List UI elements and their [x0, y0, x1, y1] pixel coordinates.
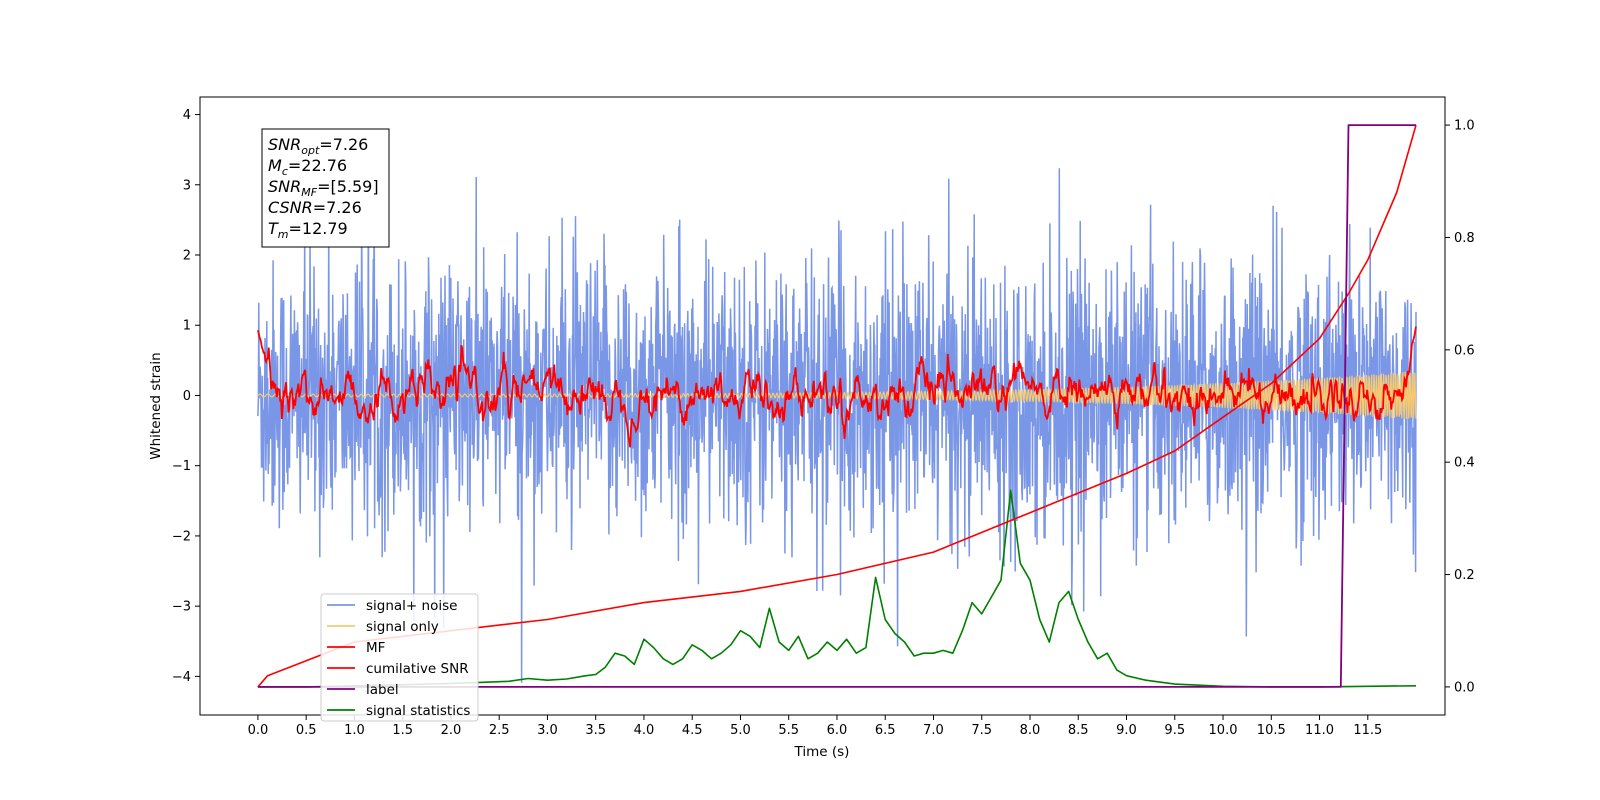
x-tick-label: 9.0: [1116, 723, 1137, 738]
y-axis-label: Whitened strain: [148, 352, 164, 459]
x-tick-label: 1.0: [344, 723, 365, 738]
info-box: SNRopt=7.26Mc=22.76SNRMF=[5.59]CSNR=7.26…: [261, 128, 390, 248]
x-tick-label: 10.0: [1209, 723, 1238, 738]
y-tick-label: 3: [183, 178, 191, 193]
x-tick-label: 0.5: [296, 723, 317, 738]
x-tick-label: 5.0: [730, 723, 751, 738]
x-tick-label: 6.5: [875, 723, 896, 738]
x-tick-label: 6.0: [827, 723, 848, 738]
info-line: SNRopt=7.26: [268, 135, 368, 157]
info-box-frame: [261, 128, 390, 248]
y-tick-label: 2: [183, 249, 191, 264]
x-tick-label: 7.0: [923, 723, 944, 738]
y-tick-label: 4: [183, 108, 191, 123]
legend-entry: signal statistics: [366, 703, 470, 719]
x-axis: 0.0 0.5 1.0 1.5 2.0 2.5 3.0 3.5 4.0 4.5 5.0 5.5 6.0 6…: [248, 715, 1382, 738]
axes-frame: [199, 96, 1446, 716]
x-tick-label: 4.5: [682, 723, 703, 738]
x-tick-label: 1.5: [392, 723, 413, 738]
y2-tick-label: 0.8: [1454, 231, 1475, 246]
y-axis-right: 0.0 0.2 0.4 0.6 0.8 1.0: [1445, 119, 1475, 695]
y2-tick-label: 0.4: [1454, 456, 1475, 471]
y2-tick-label: 0.6: [1454, 343, 1475, 358]
series-signal-noise: [257, 141, 1417, 683]
x-tick-label: 11.0: [1305, 723, 1334, 738]
legend-entry: label: [366, 682, 399, 698]
y2-tick-label: 1.0: [1454, 119, 1475, 134]
x-tick-label: 9.5: [1164, 723, 1185, 738]
series-label: [257, 124, 1416, 688]
info-line: CSNR=7.26: [268, 198, 362, 217]
x-tick-label: 8.5: [1068, 723, 1089, 738]
x-tick-label: 2.5: [489, 723, 510, 738]
y-axis-left: −4 −3 −2 −1 0 1 2 3 4: [172, 108, 200, 685]
x-axis-label: Time (s): [794, 744, 850, 760]
info-line: Mc=22.76: [268, 156, 347, 178]
series-mf: [257, 326, 1417, 448]
legend-entry: signal+ noise: [366, 598, 457, 614]
legend-entry: signal only: [366, 619, 439, 635]
legend-frame: [320, 593, 479, 722]
y-tick-label: 0: [183, 389, 191, 404]
x-tick-label: 11.5: [1353, 723, 1382, 738]
legend-entry: cumilative SNR: [366, 661, 469, 677]
x-tick-label: 10.5: [1257, 723, 1286, 738]
x-tick-label: 7.5: [971, 723, 992, 738]
x-tick-label: 3.5: [585, 723, 606, 738]
y-tick-label: −3: [172, 600, 191, 615]
info-line: Tm=12.79: [268, 219, 348, 241]
y2-tick-label: 0.2: [1454, 568, 1475, 583]
series-signal-statistics: [257, 489, 1417, 688]
info-line: SNRMF=[5.59]: [268, 177, 379, 199]
y2-tick-label: 0.0: [1454, 680, 1475, 695]
legend-entry: MF: [366, 640, 385, 656]
x-tick-label: 5.5: [778, 723, 799, 738]
x-tick-label: 8.0: [1020, 723, 1041, 738]
y-tick-label: −4: [172, 670, 191, 685]
x-tick-label: 3.0: [537, 723, 558, 738]
x-tick-label: 0.0: [248, 723, 269, 738]
x-tick-label: 4.0: [634, 723, 655, 738]
y-tick-label: 1: [183, 319, 191, 334]
y-tick-label: −2: [172, 529, 191, 544]
y-tick-label: −1: [172, 459, 191, 474]
x-tick-label: 2.0: [441, 723, 462, 738]
legend: signal+ noise signal only MF cumilative SNR…: [320, 593, 479, 722]
